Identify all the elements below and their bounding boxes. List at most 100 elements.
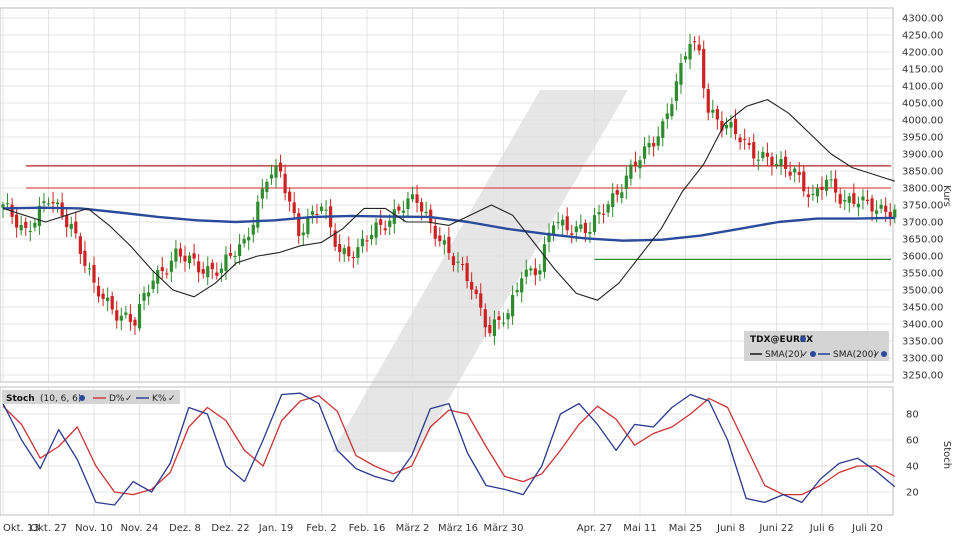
x-tick-4: Dez. 8 [169,523,201,534]
candle-body-140 [638,160,642,169]
stoch-panel-frame [0,386,894,516]
candle-body-39 [178,248,183,257]
candle-body-44 [201,269,205,274]
candle-body-112 [511,295,515,317]
candle-body-111 [506,313,510,320]
candle-body-185 [843,200,847,202]
price-y-axis-title: Kurs [941,185,952,207]
candle-body-125 [570,233,574,235]
legend-sma20: SMA(20) [765,350,803,360]
x-tick-18: Juli 20 [851,523,883,534]
x-tick-6: Jan. 19 [258,523,294,534]
candle-body-9 [42,201,46,204]
legend-k-check-icon[interactable]: ✓ [168,394,176,404]
legend-d-check-icon[interactable]: ✓ [125,394,133,404]
candle-body-11 [51,201,55,204]
candle-body-51 [233,256,237,258]
candle-body-43 [197,261,201,273]
candle-body-3 [15,214,19,228]
symbol-label: TDX@EUREX [750,335,813,345]
candle-body-63 [288,191,292,202]
candle-body-176 [802,171,806,192]
price-y-tick-10: 3800.00 [902,184,943,195]
candle-body-157 [715,109,719,120]
candle-body-32 [147,292,151,297]
candle-body-161 [733,118,738,135]
candle-body-168 [765,152,769,157]
legend-sma200-check-icon[interactable]: ✓ [873,350,881,360]
candle-body-38 [174,248,178,262]
candle-body-85 [388,220,392,227]
legend-sma200-info-icon[interactable] [881,351,887,357]
candle-body-189 [861,196,865,201]
legend-sma20-info-icon[interactable] [810,351,816,357]
candle-body-83 [379,219,383,225]
legend-sma20-check-icon[interactable]: ✓ [801,350,809,360]
candle-body-65 [297,213,301,237]
candle-body-141 [642,146,647,159]
candle-body-170 [774,163,779,166]
candle-body-77 [351,257,355,259]
candle-body-19 [87,268,92,270]
candle-body-196 [893,209,897,218]
candle-body-1 [5,203,10,205]
price-y-tick-20: 3300.00 [902,354,943,365]
candle-body-160 [729,122,733,128]
candle-body-192 [875,210,879,214]
x-tick-5: Dez. 22 [211,523,249,534]
stoch-y-axis-title: Stoch [941,441,952,469]
candle-body-24 [110,296,114,310]
candle-body-103 [470,281,474,290]
candle-body-17 [78,236,82,254]
candle-body-191 [870,198,874,212]
stoch-params: (10, 6, 6) [40,394,81,404]
price-y-tick-6: 4000.00 [902,116,943,127]
x-tick-14: Mai 25 [669,523,702,534]
candle-body-46 [210,262,214,270]
price-y-tick-7: 3950.00 [902,133,943,144]
candle-body-79 [360,238,365,247]
candle-body-179 [815,188,820,197]
candle-body-55 [251,224,255,235]
stoch-info-icon[interactable] [79,395,85,401]
candle-body-132 [602,213,606,215]
price-y-tick-1: 4250.00 [902,31,943,42]
candle-body-8 [37,205,41,227]
candle-body-6 [28,230,32,232]
price-y-tick-18: 3400.00 [902,320,943,331]
candle-body-113 [515,290,519,293]
candle-body-130 [592,215,597,232]
candle-body-22 [101,293,105,299]
candle-body-171 [779,159,783,166]
stoch-y-tick-1: 60 [906,436,919,447]
moving-averages [2,99,895,301]
candle-body-166 [756,159,760,161]
price-y-tick-15: 3550.00 [902,269,943,280]
candle-body-120 [547,232,551,243]
candle-body-169 [770,156,774,167]
candle-body-156 [711,109,715,113]
candle-body-5 [24,221,28,228]
candle-body-133 [606,204,610,213]
candle-body-195 [888,211,892,219]
legend-k: K% [152,394,167,404]
candle-body-81 [369,234,374,240]
candle-body-4 [19,225,23,231]
candle-body-146 [665,113,669,120]
candle-body-148 [674,81,678,102]
candle-body-27 [124,312,128,315]
candle-body-153 [697,44,701,51]
candle-body-91 [415,194,419,203]
candle-body-58 [265,181,269,193]
candle-body-42 [192,253,196,259]
candle-body-87 [397,206,401,211]
candle-body-53 [242,238,246,244]
price-y-tick-16: 3500.00 [902,286,943,297]
x-tick-1: Okt. 27 [30,523,67,534]
candle-body-64 [292,202,296,214]
candle-body-187 [852,193,856,204]
candle-body-93 [424,211,428,214]
candle-body-102 [465,263,469,282]
symbol-info-icon[interactable] [800,336,806,342]
candle-body-57 [260,188,264,199]
